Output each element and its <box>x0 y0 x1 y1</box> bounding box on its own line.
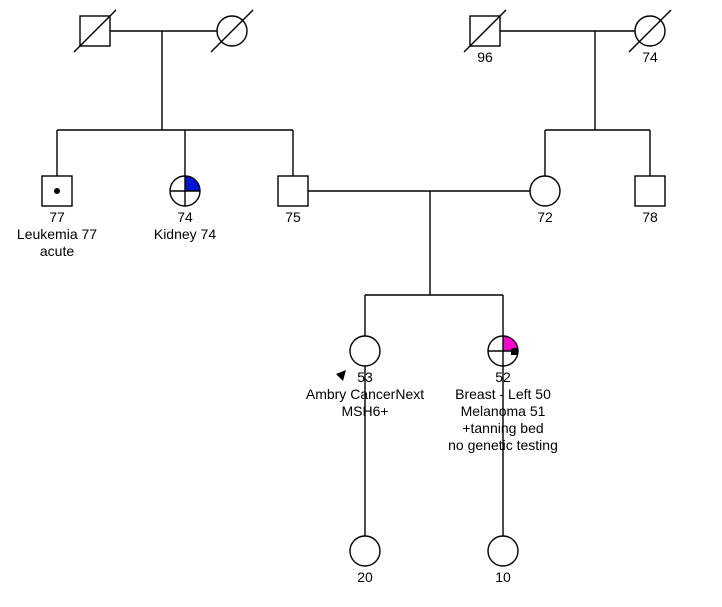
detail-label: Leukemia 77 <box>17 226 97 242</box>
male-symbol <box>278 176 308 206</box>
person-g3_p2: 52Breast - Left 50Melanoma 51+tanning be… <box>448 336 558 453</box>
person-g4_c1: 20 <box>350 536 380 585</box>
person-g3_p1: 53Ambry CancerNextMSH6+ <box>306 336 424 419</box>
detail-label: acute <box>40 243 74 259</box>
age-label: 10 <box>495 569 511 585</box>
person-g2_s2: 74Kidney 74 <box>154 176 216 242</box>
carrier-dot <box>54 188 60 194</box>
female-symbol <box>350 536 380 566</box>
age-label: 72 <box>537 209 553 225</box>
detail-label: MSH6+ <box>341 403 388 419</box>
person-g1_f2: 74 <box>629 10 671 65</box>
age-label: 20 <box>357 569 373 585</box>
nodes: 967477Leukemia 77acute74Kidney 747572785… <box>17 10 671 585</box>
male-symbol <box>635 176 665 206</box>
female-symbol <box>350 336 380 366</box>
person-g1_f1 <box>211 10 253 52</box>
connectors <box>57 31 650 536</box>
female-symbol <box>530 176 560 206</box>
detail-label: Ambry CancerNext <box>306 386 424 402</box>
age-label: 52 <box>495 369 511 385</box>
person-g1_m2: 96 <box>464 10 506 65</box>
age-label: 74 <box>177 209 193 225</box>
detail-label: +tanning bed <box>462 420 543 436</box>
detail-label: no genetic testing <box>448 437 558 453</box>
detail-label: Melanoma 51 <box>461 403 546 419</box>
age-label: 77 <box>49 209 65 225</box>
proband-arrow <box>336 370 346 381</box>
pedigree-diagram: 967477Leukemia 77acute74Kidney 747572785… <box>0 0 722 607</box>
age-label: 78 <box>642 209 658 225</box>
detail-label: Breast - Left 50 <box>455 386 551 402</box>
age-label: 96 <box>477 49 493 65</box>
person-g2_s3: 75 <box>278 176 308 225</box>
female-symbol <box>488 536 518 566</box>
marker-square <box>511 348 518 355</box>
age-label: 53 <box>357 369 373 385</box>
detail-label: Kidney 74 <box>154 226 216 242</box>
person-g2_s1: 77Leukemia 77acute <box>17 176 97 259</box>
age-label: 74 <box>642 49 658 65</box>
person-g4_c2: 10 <box>488 536 518 585</box>
person-g2_d1: 72 <box>530 176 560 225</box>
person-g1_m1 <box>74 10 116 52</box>
age-label: 75 <box>285 209 301 225</box>
person-g2_d2: 78 <box>635 176 665 225</box>
